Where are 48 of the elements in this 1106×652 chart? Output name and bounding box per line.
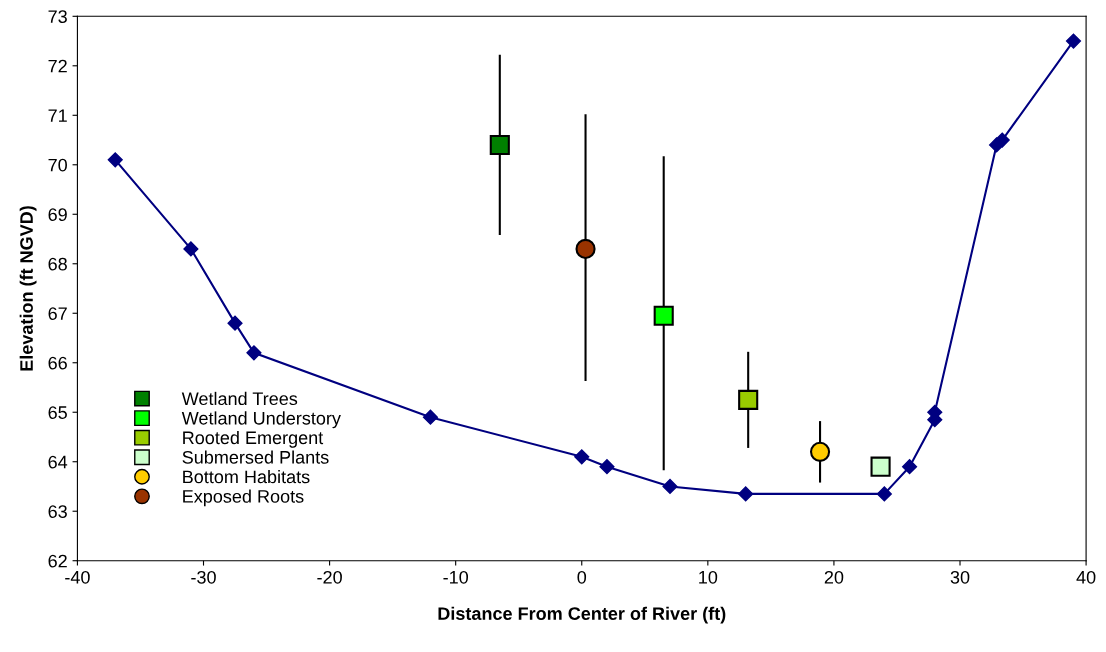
x-tick-label: -30: [191, 570, 216, 584]
y-tick-label: 73: [48, 10, 67, 24]
legend-label: Rooted Emergent: [183, 430, 324, 448]
point: [809, 441, 831, 462]
x-tick-label: -40: [65, 570, 90, 584]
point: [738, 486, 754, 502]
point: [653, 305, 674, 326]
legend-label: Wetland Understory: [181, 411, 341, 429]
point: [870, 456, 891, 477]
y-tick-label: 70: [48, 158, 67, 172]
point: [183, 241, 199, 257]
y-tick-label: 71: [48, 109, 67, 122]
y-axis-title: Elevation (ft NGVD): [19, 206, 37, 371]
x-tick-label: 40: [1076, 570, 1096, 584]
x-tick-label: -10: [443, 570, 469, 584]
y-tick-label: 65: [48, 406, 67, 419]
y-tick-label: 64: [48, 455, 68, 469]
point: [575, 238, 596, 259]
x-tick-label: 10: [699, 570, 718, 584]
legend-label: Wetland Trees: [181, 391, 298, 406]
point: [227, 315, 243, 331]
point: [738, 389, 759, 410]
point: [489, 134, 510, 156]
y-tick-label: 62: [48, 554, 67, 568]
y-tick-label: 63: [48, 505, 67, 518]
x-tick-label: 0: [577, 570, 587, 584]
point: [422, 409, 439, 425]
point: [662, 478, 678, 495]
legend-label: Bottom Habitats: [183, 469, 310, 484]
point: [994, 132, 1010, 148]
x-tick-label: 30: [950, 570, 970, 584]
y-tick-label: 72: [48, 59, 67, 73]
point: [599, 459, 615, 475]
point: [107, 152, 123, 168]
y-tick-label: 67: [48, 307, 67, 320]
point: [1065, 33, 1082, 49]
x-tick-label: -20: [317, 570, 342, 584]
y-tick-label: 66: [48, 356, 67, 370]
point: [902, 459, 918, 475]
point: [574, 449, 590, 465]
legend-label: Exposed Roots: [183, 489, 304, 507]
point: [876, 486, 892, 502]
y-tick-label: 68: [48, 257, 67, 271]
legend-label: Submersed Plants: [182, 450, 329, 464]
y-tick-label: 69: [48, 208, 67, 221]
x-tick-label: 20: [824, 570, 844, 584]
x-axis-title: Distance From Center of River (ft): [438, 606, 726, 624]
point: [246, 345, 262, 361]
